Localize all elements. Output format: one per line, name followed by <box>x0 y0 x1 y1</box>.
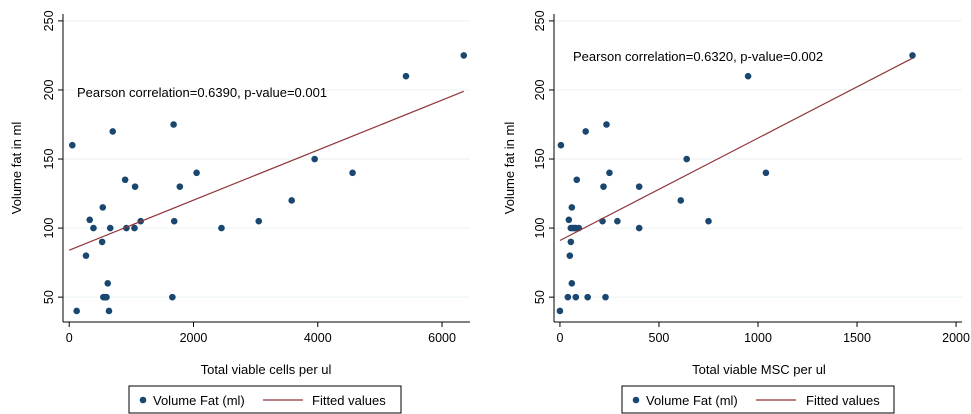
data-point <box>218 224 225 232</box>
data-point <box>131 224 138 232</box>
y-tick-label-200: 200 <box>533 79 547 100</box>
data-point <box>82 252 90 260</box>
data-point <box>193 169 200 177</box>
legend-marker-volume-fat-left <box>139 396 147 404</box>
data-point <box>86 216 94 224</box>
x-tick-label-0: 0 <box>556 331 563 345</box>
data-point <box>683 155 690 163</box>
data-point <box>606 169 613 177</box>
data-point <box>98 238 106 246</box>
x-tick-label-1500: 1500 <box>843 331 871 345</box>
data-point <box>566 252 574 260</box>
y-tick-label-50: 50 <box>533 290 547 304</box>
data-point <box>169 293 176 301</box>
gridlines-left <box>63 20 470 298</box>
x-tick-label-2000: 2000 <box>942 331 970 345</box>
data-point <box>103 293 110 301</box>
legend-marker-volume-fat-right <box>632 396 640 404</box>
x-tick-label-1000: 1000 <box>744 331 772 345</box>
data-point <box>121 176 129 184</box>
data-point <box>176 183 184 190</box>
x-axis-label-left: Total viable cells per ul <box>201 362 332 377</box>
panel-right: 50 100 150 200 250 0 500 1000 1500 2000 Pearson c… <box>502 10 970 414</box>
data-point <box>170 121 177 128</box>
y-tick-label-100: 100 <box>533 218 547 239</box>
x-tick-label-4000: 4000 <box>304 331 332 345</box>
y-tick-label-150: 150 <box>42 149 56 170</box>
data-point <box>677 197 685 204</box>
data-point <box>349 169 356 177</box>
annotation-left: Pearson correlation=0.6390, p-value=0.00… <box>77 85 327 100</box>
data-point <box>106 224 114 232</box>
y-tick-label-250: 250 <box>533 10 547 31</box>
legend-left: Volume Fat (ml) Fitted values <box>128 385 402 414</box>
data-point <box>288 197 295 204</box>
y-tick-label-150: 150 <box>533 149 547 170</box>
legend-label-volume-fat-left: Volume Fat (ml) <box>153 393 245 408</box>
data-point <box>131 183 139 190</box>
scatter-points-right <box>556 52 916 315</box>
data-point <box>402 72 410 80</box>
data-point <box>564 293 572 301</box>
data-point <box>573 176 581 184</box>
data-point <box>572 293 580 301</box>
x-tick-label-2000: 2000 <box>180 331 208 345</box>
data-point <box>600 183 607 190</box>
x-tick-label-500: 500 <box>649 331 670 345</box>
data-point <box>635 224 643 232</box>
data-point <box>90 224 97 232</box>
x-tick-label-0: 0 <box>66 331 73 345</box>
data-point <box>602 293 609 301</box>
y-axis-label-left: Volume fat in ml <box>9 122 24 215</box>
data-point <box>582 128 589 135</box>
data-point <box>104 280 112 287</box>
data-point <box>565 216 573 224</box>
data-point <box>614 217 621 225</box>
fitted-line-left <box>68 90 465 251</box>
data-point <box>762 169 770 177</box>
data-point <box>311 155 318 163</box>
data-point <box>909 52 916 59</box>
data-point <box>170 217 178 225</box>
legend-right: Volume Fat (ml) Fitted values <box>621 385 895 414</box>
data-point <box>705 217 712 225</box>
fitted-line-right <box>559 57 913 242</box>
data-point <box>603 121 610 128</box>
y-tick-label-250: 250 <box>42 10 56 31</box>
data-point <box>635 183 643 190</box>
data-point <box>744 72 752 80</box>
y-tick-label-50: 50 <box>42 290 56 304</box>
data-point <box>568 204 576 211</box>
axes-left: 50 100 150 200 250 0 2000 4000 6000 <box>42 10 470 345</box>
data-point <box>557 141 565 149</box>
x-axis-label-right: Total viable MSC per ul <box>692 362 826 377</box>
data-point <box>556 307 564 315</box>
y-tick-label-200: 200 <box>42 79 56 100</box>
y-tick-label-100: 100 <box>42 218 56 239</box>
gridlines-right <box>554 20 962 298</box>
axes-right: 50 100 150 200 250 0 500 1000 1500 2000 <box>533 10 970 345</box>
data-point <box>567 238 575 246</box>
data-point <box>69 141 76 149</box>
panel-left: 50 100 150 200 250 0 2000 4000 6000 Pearson corr… <box>9 10 470 414</box>
data-point <box>105 307 113 315</box>
legend-label-volume-fat-right: Volume Fat (ml) <box>646 393 738 408</box>
data-point <box>584 293 591 301</box>
data-point <box>568 280 576 287</box>
data-point <box>255 217 263 225</box>
scatter-points-left <box>69 52 468 315</box>
legend-label-fitted-left: Fitted values <box>312 393 386 408</box>
y-axis-label-right: Volume fat in ml <box>502 122 517 215</box>
legend-label-fitted-right: Fitted values <box>806 393 880 408</box>
data-point <box>460 52 468 59</box>
data-point <box>99 204 107 211</box>
x-tick-label-6000: 6000 <box>428 331 456 345</box>
data-point <box>109 128 117 135</box>
data-point <box>73 307 80 315</box>
annotation-right: Pearson correlation=0.6320, p-value=0.00… <box>573 49 823 64</box>
